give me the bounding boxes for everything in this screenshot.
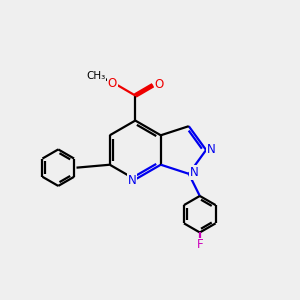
Text: F: F bbox=[196, 238, 203, 251]
Text: O: O bbox=[155, 78, 164, 91]
Text: N: N bbox=[190, 166, 199, 179]
Text: O: O bbox=[108, 77, 117, 90]
Text: N: N bbox=[207, 143, 216, 156]
Text: N: N bbox=[128, 173, 137, 187]
Text: CH₃: CH₃ bbox=[86, 71, 105, 81]
